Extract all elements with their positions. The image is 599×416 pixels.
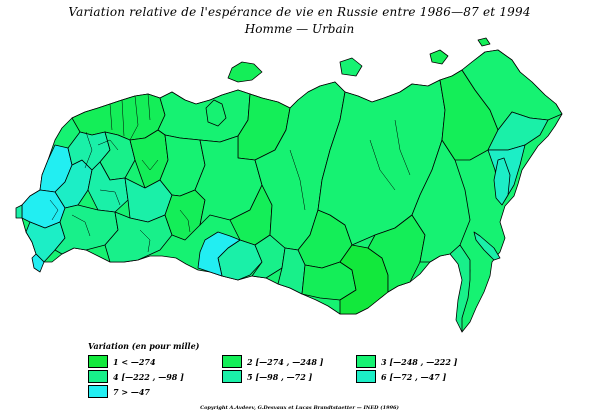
legend-label-5: 5 [—98 , —72 ] xyxy=(247,372,313,382)
island-kurils xyxy=(473,231,501,261)
legend-label-7: 7 > —47 xyxy=(113,387,150,397)
legend-swatch-3 xyxy=(356,355,376,368)
island-novosibirsk xyxy=(429,49,449,65)
legend-swatch-4 xyxy=(88,370,108,383)
island-franz-josef xyxy=(205,99,227,127)
legend-label-3: 3 [—248 , —222 ] xyxy=(381,357,458,367)
region-khabarovsk xyxy=(411,139,471,263)
legend-swatch-5 xyxy=(222,370,242,383)
legend-label-6: 6 [—72 , —47 ] xyxy=(381,372,447,382)
legend-label-2: 2 [—274 , —248 ] xyxy=(247,357,324,367)
legend-swatch-2 xyxy=(222,355,242,368)
legend-swatch-1 xyxy=(88,355,108,368)
region-primorye xyxy=(449,244,471,333)
region-chukotka xyxy=(461,49,563,131)
region-south-2 xyxy=(25,221,66,263)
island-wrangel xyxy=(477,37,491,47)
legend-swatch-7 xyxy=(88,385,108,398)
island-sakhalin xyxy=(493,157,511,206)
map-title: Variation relative de l'espérance de vie… xyxy=(68,5,531,19)
legend-title: Variation (en pour mille) xyxy=(88,341,200,351)
map-subtitle: Homme — Urbain xyxy=(244,22,355,36)
region-south-3 xyxy=(54,204,119,255)
copyright-notice: Copyright A.Avdeev, G.Desvaux et Lucas B… xyxy=(200,405,399,411)
island-severnaya-zemlya xyxy=(339,57,363,77)
legend-swatch-6 xyxy=(356,370,376,383)
island-novaya-zemlya xyxy=(227,61,263,83)
region-kazakh-border xyxy=(197,231,241,277)
region-arkhangelsk xyxy=(157,89,251,143)
region-caucasus xyxy=(31,253,45,273)
region-ural-3 xyxy=(104,211,173,263)
region-amur xyxy=(367,214,426,293)
legend-label-1: 1 < —274 xyxy=(113,357,156,367)
legend-label-4: 4 [—222 , —98 ] xyxy=(113,372,184,382)
region-kaliningrad xyxy=(15,204,23,219)
